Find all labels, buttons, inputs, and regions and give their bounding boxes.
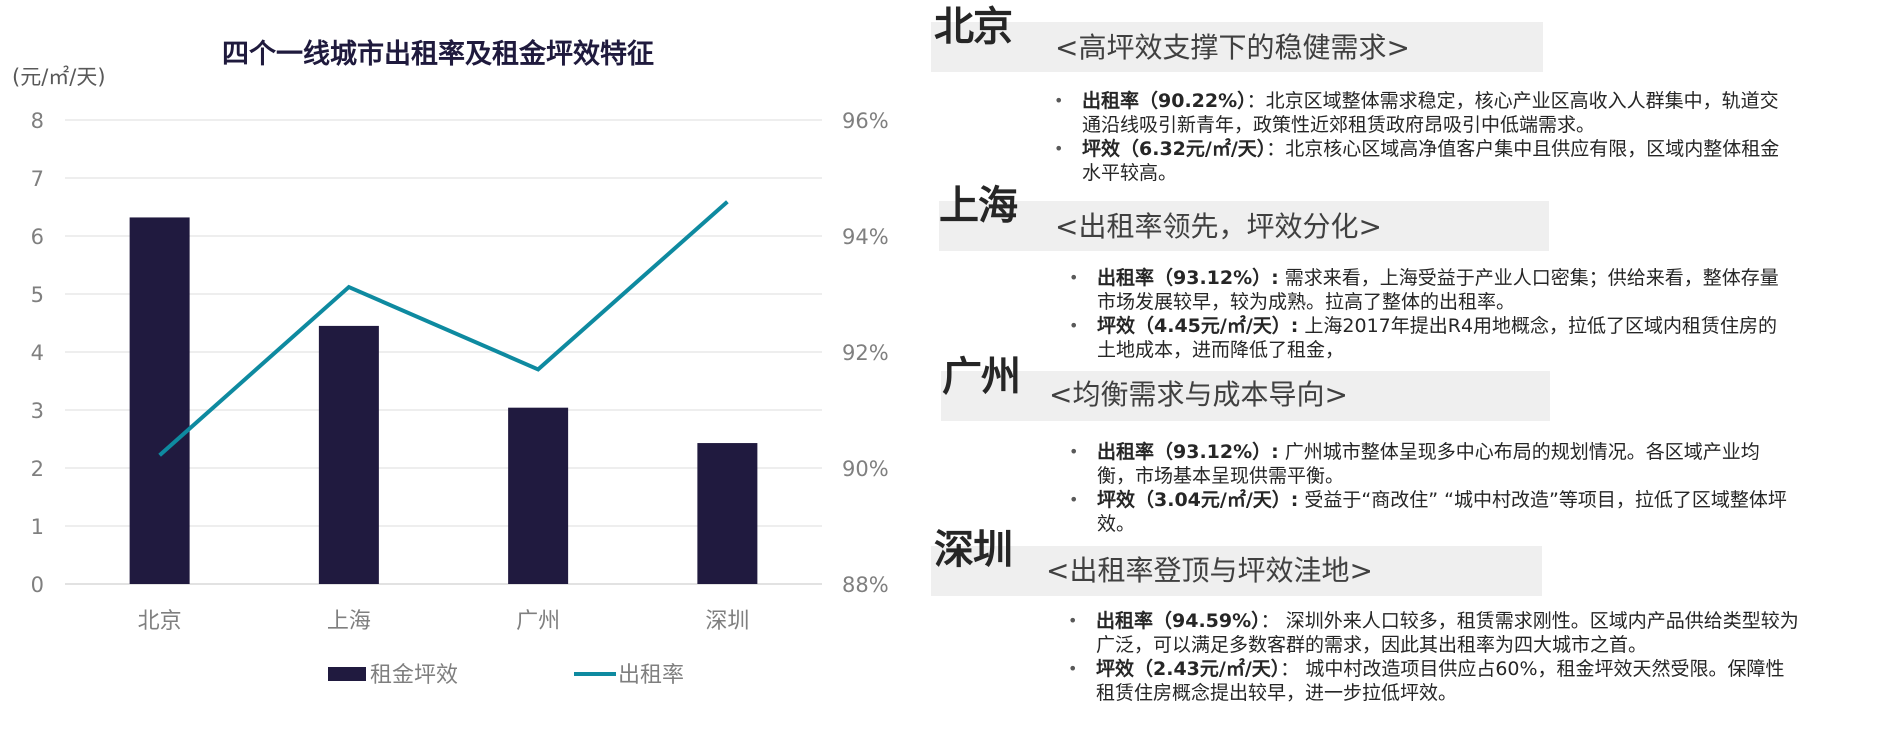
legend-swatch-bar [328,667,366,681]
subtitle-band [941,371,1550,421]
bar [508,407,569,584]
x-tick-label: 北京 [138,609,182,634]
left-axis-ticks: 0 1 2 3 4 5 6 7 8 [31,109,44,597]
combo-chart: 四个一线城市出租率及租金坪效特征 (元/㎡/天) 0 1 2 3 4 5 6 7 8 88% 90… [12,38,889,688]
city-analysis-panel: 北京 <高坪效支撑下的稳健需求> 出租率（90.22%）：北京区域整体需求稳定，… [925,0,1875,744]
bullet-list: 出租率（93.12%）: 广州城市整体呈现多中心布局的规划情况。各区域产业均衡，… [1067,440,1796,536]
city-name: 上海 [939,183,1018,229]
bar-series [129,217,758,584]
bullet-list: 出租率（94.59%）： 深圳外来人口较多，租赁需求刚性。区域内产品供给类型较为… [1066,609,1801,705]
right-tick-label: 94% [842,225,889,249]
line-series [158,200,729,457]
city-name: 北京 [934,4,1013,50]
bullet-list: 出租率（90.22%）：北京区域整体需求稳定，核心产业区高收入人群集中，轨道交通… [1052,89,1795,185]
right-tick-label: 92% [842,341,889,365]
left-tick-label: 3 [31,399,44,423]
left-tick-label: 8 [31,109,44,133]
list-item: 坪效（6.32元/㎡/天）：北京核心区域高净值客户集中且供应有限，区域内整体租金… [1052,137,1795,185]
city-subtitle: <出租率领先，坪效分化> [1055,210,1382,243]
left-tick-label: 5 [31,283,44,307]
list-item: 坪效（2.43元/㎡/天）： 城中村改造项目供应占60%，租金坪效天然受限。保障… [1066,657,1801,705]
list-item: 出租率（94.59%）： 深圳外来人口较多，租赁需求刚性。区域内产品供给类型较为… [1066,609,1801,657]
subtitle-band [931,22,1543,72]
bullet-list: 出租率（93.12%）: 需求来看，上海受益于产业人口密集；供给来看，整体存量市… [1067,266,1796,362]
list-item: 出租率（93.12%）: 需求来看，上海受益于产业人口密集；供给来看，整体存量市… [1067,266,1796,314]
list-item: 出租率（90.22%）：北京区域整体需求稳定，核心产业区高收入人群集中，轨道交通… [1052,89,1795,137]
left-tick-label: 4 [31,341,44,365]
bar [129,217,190,584]
bar [697,443,758,584]
left-tick-label: 2 [31,457,44,481]
chart-title: 四个一线城市出租率及租金坪效特征 [222,38,654,70]
list-item: 出租率（93.12%）: 广州城市整体呈现多中心布局的规划情况。各区域产业均衡，… [1067,440,1796,488]
occupancy-line [158,200,729,457]
city-subtitle: <出租率登顶与坪效洼地> [1046,554,1373,587]
legend-label-line: 出租率 [618,663,684,688]
city-name: 广州 [942,354,1021,400]
left-tick-label: 1 [31,515,44,539]
x-tick-label: 广州 [516,609,560,634]
right-axis-ticks: 88% 90% 92% 94% 96% [842,109,889,597]
left-tick-label: 7 [31,167,44,191]
subtitle-band [939,201,1549,251]
left-tick-label: 0 [31,573,44,597]
x-tick-label: 上海 [327,609,371,634]
right-tick-label: 88% [842,573,889,597]
legend-label-bar: 租金坪效 [370,663,458,688]
x-axis-ticks: 北京 上海 广州 深圳 [138,609,750,634]
city-subtitle: <高坪效支撑下的稳健需求> [1055,31,1410,64]
bar [318,325,379,584]
list-item: 坪效（4.45元/㎡/天）: 上海2017年提出R4用地概念，拉低了区域内租赁住… [1067,314,1796,362]
list-item: 坪效（3.04元/㎡/天）: 受益于“商改住” “城中村改造”等项目，拉低了区域… [1067,488,1796,536]
subtitle-band [931,546,1542,596]
city-name: 深圳 [934,527,1013,573]
legend: 租金坪效 出租率 [328,663,684,688]
left-tick-label: 6 [31,225,44,249]
y-axis-unit-label: (元/㎡/天) [12,65,106,89]
right-tick-label: 96% [842,109,889,133]
gridlines [65,119,822,585]
city-subtitle: <均衡需求与成本导向> [1049,378,1348,411]
x-tick-label: 深圳 [705,609,749,634]
right-tick-label: 90% [842,457,889,481]
